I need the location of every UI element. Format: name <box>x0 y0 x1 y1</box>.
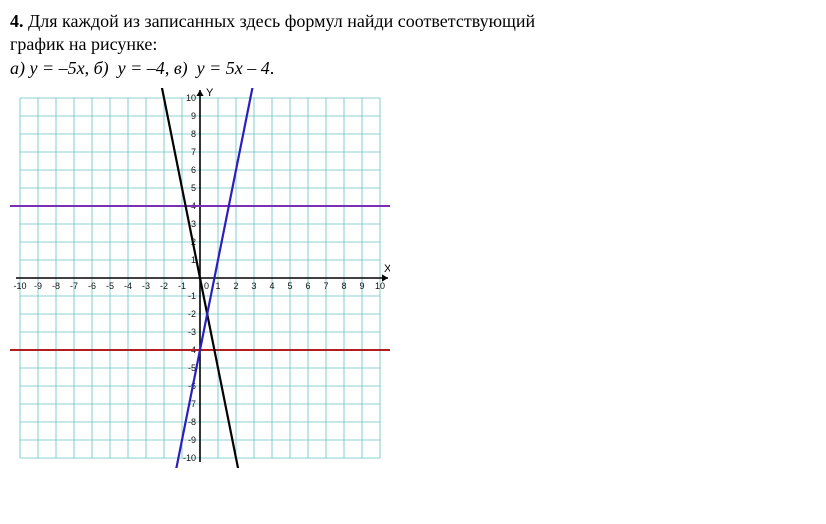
svg-text:8: 8 <box>191 129 196 139</box>
svg-text:-8: -8 <box>188 417 196 427</box>
svg-text:-8: -8 <box>52 281 60 291</box>
part-a-formula: y = –5x <box>30 58 85 78</box>
svg-text:5: 5 <box>191 183 196 193</box>
svg-text:Y: Y <box>206 88 214 99</box>
svg-text:9: 9 <box>359 281 364 291</box>
svg-text:-3: -3 <box>188 327 196 337</box>
end-dot: . <box>270 58 275 78</box>
sep-1: , <box>85 58 94 78</box>
sep-2: , <box>165 58 174 78</box>
svg-text:-5: -5 <box>106 281 114 291</box>
svg-text:6: 6 <box>191 165 196 175</box>
svg-text:3: 3 <box>251 281 256 291</box>
svg-text:-2: -2 <box>160 281 168 291</box>
svg-text:7: 7 <box>323 281 328 291</box>
part-a-label: а) <box>10 58 25 78</box>
svg-text:-10: -10 <box>13 281 26 291</box>
part-b-formula: y = –4 <box>118 58 165 78</box>
svg-text:6: 6 <box>305 281 310 291</box>
svg-text:-7: -7 <box>70 281 78 291</box>
intro-line-2: график на рисунке: <box>10 34 157 54</box>
svg-text:7: 7 <box>191 147 196 157</box>
svg-text:-1: -1 <box>178 281 186 291</box>
part-b-label: б) <box>94 58 109 78</box>
part-c-formula: y = 5x – 4 <box>197 58 270 78</box>
svg-text:X: X <box>384 263 390 275</box>
svg-text:3: 3 <box>191 219 196 229</box>
svg-text:10: 10 <box>186 93 196 103</box>
svg-text:1: 1 <box>215 281 220 291</box>
problem-number: 4. <box>10 11 24 31</box>
svg-text:-3: -3 <box>142 281 150 291</box>
svg-text:-1: -1 <box>188 291 196 301</box>
svg-text:2: 2 <box>233 281 238 291</box>
coordinate-chart: XY-10-9-8-7-6-5-4-3-2-112345678910-10-9-… <box>10 88 816 468</box>
svg-text:5: 5 <box>287 281 292 291</box>
svg-text:4: 4 <box>269 281 274 291</box>
svg-text:9: 9 <box>191 111 196 121</box>
svg-text:-9: -9 <box>188 435 196 445</box>
svg-text:-6: -6 <box>88 281 96 291</box>
svg-text:0: 0 <box>204 281 209 291</box>
chart-svg: XY-10-9-8-7-6-5-4-3-2-112345678910-10-9-… <box>10 88 390 468</box>
svg-text:10: 10 <box>375 281 385 291</box>
svg-text:8: 8 <box>341 281 346 291</box>
svg-text:-4: -4 <box>124 281 132 291</box>
intro-line-1: Для каждой из записанных здесь формул на… <box>28 11 535 31</box>
svg-text:-9: -9 <box>34 281 42 291</box>
svg-text:-2: -2 <box>188 309 196 319</box>
part-c-label: в) <box>174 58 188 78</box>
problem-statement: 4. Для каждой из записанных здесь формул… <box>10 10 816 80</box>
svg-text:-10: -10 <box>183 453 196 463</box>
